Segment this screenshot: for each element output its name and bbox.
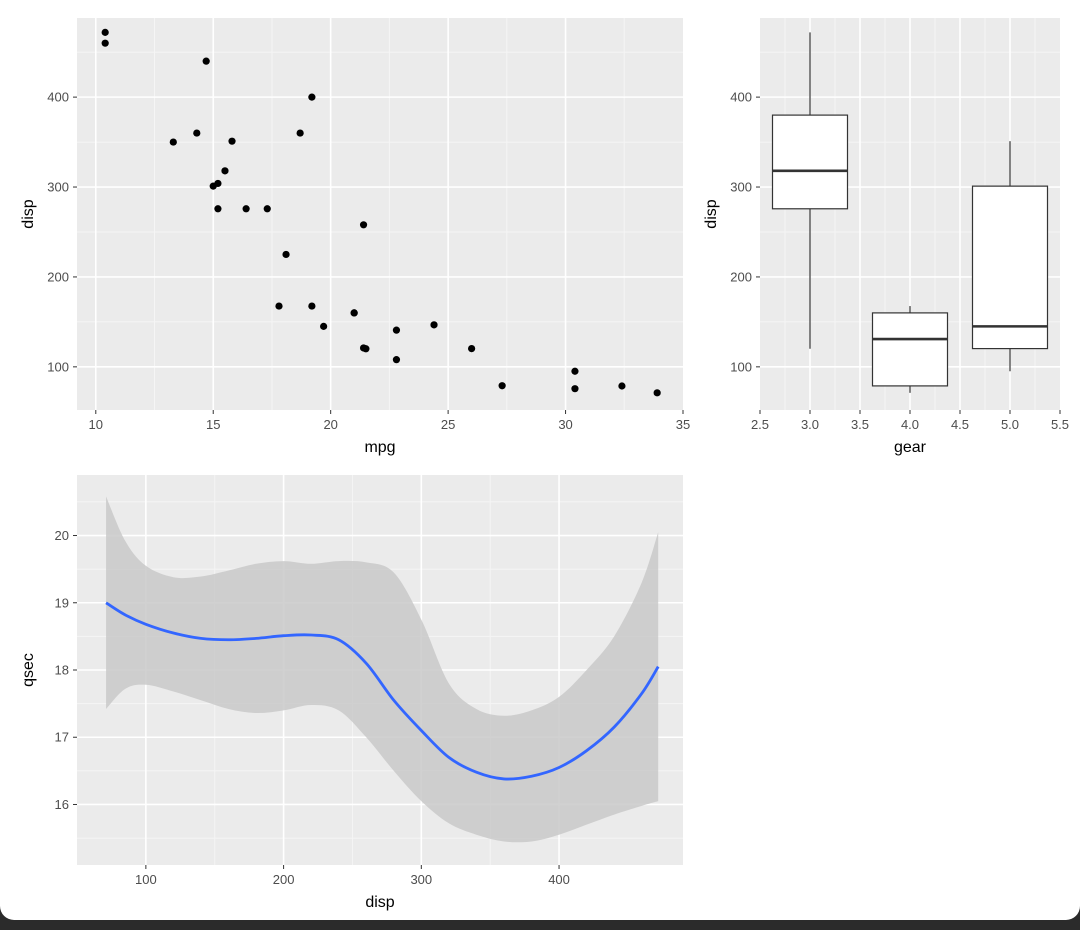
scatter-point	[350, 309, 358, 317]
x-axis-title: disp	[365, 894, 394, 911]
scatter-point	[618, 382, 626, 390]
scatter-point	[571, 367, 579, 375]
box-iqr	[871, 312, 949, 387]
y-tick-label: 100	[730, 359, 752, 374]
x-tick-label: 4.5	[951, 417, 969, 432]
panel-2	[760, 18, 1060, 410]
scatter-point	[392, 356, 401, 364]
y-tick-label: 19	[55, 595, 69, 610]
panel-3	[77, 475, 683, 865]
scatter-point	[209, 182, 217, 190]
y-tick-label: 200	[47, 269, 69, 284]
scatter-point	[101, 28, 109, 36]
scatter-point	[214, 205, 222, 213]
x-tick-label: 35	[676, 417, 690, 432]
panel-background	[77, 18, 683, 410]
x-tick-label: 3.5	[851, 417, 869, 432]
scatter-point	[275, 302, 283, 310]
y-tick-label: 400	[730, 90, 752, 105]
x-axis-title: mpg	[364, 439, 395, 456]
y-tick-label: 16	[55, 797, 69, 812]
x-tick-label: 15	[206, 417, 220, 432]
y-axis-title: disp	[703, 199, 720, 228]
scatter-point	[653, 389, 661, 397]
y-tick-label: 20	[55, 528, 69, 543]
scatter-point	[308, 93, 316, 101]
scatter-point	[571, 385, 579, 393]
box-iqr	[771, 114, 849, 210]
x-tick-label: 20	[323, 417, 337, 432]
scatter-point	[320, 322, 328, 330]
x-tick-label: 400	[548, 872, 570, 887]
x-tick-label: 30	[558, 417, 572, 432]
scatter-point	[263, 205, 271, 213]
scatter-point	[101, 39, 109, 47]
axes-2: 2.5 3.0 3.5 4.0 4.5 5.0 5.5 100 200 300 400 gear dis…	[703, 90, 1069, 456]
y-axis-title: qsec	[20, 653, 37, 687]
box-iqr	[971, 185, 1049, 350]
scatter-point	[498, 382, 506, 390]
x-tick-label: 5.0	[1001, 417, 1019, 432]
boxplot-box	[771, 32, 849, 349]
y-tick-label: 400	[47, 90, 69, 105]
y-tick-label: 300	[730, 180, 752, 195]
scatter-point	[228, 137, 236, 145]
scatter-point	[359, 344, 368, 352]
x-tick-label: 10	[89, 417, 103, 432]
smooth-line	[105, 601, 660, 781]
confidence-ribbon	[106, 496, 659, 843]
x-axis-title: gear	[894, 439, 927, 456]
scatter-point	[308, 302, 316, 310]
x-tick-label: 300	[410, 872, 432, 887]
y-tick-label: 18	[55, 663, 69, 678]
y-tick-label: 100	[47, 359, 69, 374]
scatter-point	[359, 221, 368, 229]
scatter-point	[221, 167, 229, 175]
scatter-point	[296, 129, 304, 137]
scatter-point	[392, 326, 401, 334]
scatter-point	[468, 344, 476, 353]
x-tick-label: 2.5	[751, 417, 769, 432]
x-tick-label: 4.0	[901, 417, 919, 432]
x-tick-label: 3.0	[801, 417, 819, 432]
scatter-point	[282, 250, 290, 259]
panel-1	[77, 18, 683, 410]
axes-1: 10 15 20 25 30 35 100 200 300 400 mpg disp	[20, 90, 690, 456]
x-tick-label: 200	[273, 872, 295, 887]
y-tick-label: 200	[730, 269, 752, 284]
scatter-point	[242, 205, 250, 213]
scatter-point	[169, 138, 177, 146]
x-tick-label: 25	[441, 417, 455, 432]
scatter-point	[202, 57, 210, 65]
boxplot-box	[871, 306, 949, 393]
y-tick-label: 300	[47, 180, 69, 195]
x-tick-label: 100	[135, 872, 157, 887]
y-axis-title: disp	[20, 199, 37, 228]
x-tick-label: 5.5	[1051, 417, 1069, 432]
scatter-point	[193, 129, 201, 137]
axes-3: 100 200 300 400 16 17 18 19 20 disp qsec	[20, 528, 570, 911]
scatter-point	[430, 321, 438, 329]
y-tick-label: 17	[55, 730, 69, 745]
boxplot-box	[971, 141, 1049, 372]
